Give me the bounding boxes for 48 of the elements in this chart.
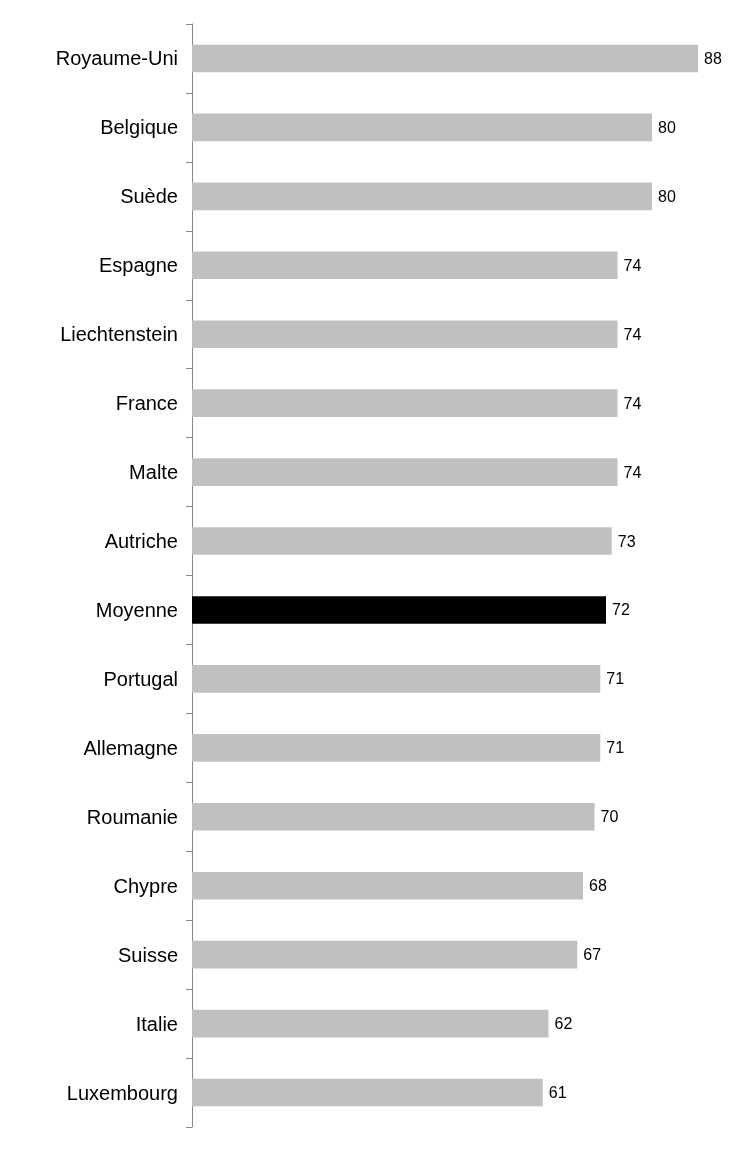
y-tick-label: Belgique — [100, 116, 178, 139]
y-tick-label: Liechtenstein — [60, 323, 178, 346]
bar — [192, 596, 606, 624]
bar — [192, 1009, 549, 1038]
data-label: 80 — [658, 187, 676, 205]
data-label: 73 — [617, 532, 636, 550]
y-tick-label: Espagne — [99, 254, 178, 277]
y-tick-label: Allemagne — [83, 736, 178, 759]
y-tick-label: Moyenne — [95, 598, 178, 621]
bar — [192, 1078, 543, 1107]
data-label: 74 — [623, 256, 642, 274]
bar — [192, 389, 618, 417]
bar — [192, 527, 612, 555]
bar — [192, 182, 652, 211]
data-label: 74 — [623, 325, 642, 343]
y-tick-label: Roumanie — [86, 805, 178, 828]
y-tick-label: Autriche — [104, 530, 178, 553]
data-label: 62 — [554, 1015, 573, 1033]
y-tick-label: Chypre — [113, 874, 178, 897]
data-label: 74 — [623, 463, 642, 481]
y-tick-label: Royaume-Uni — [55, 47, 178, 70]
data-label: 70 — [600, 808, 619, 826]
y-tick-label: Malte — [129, 461, 178, 484]
y-tick-label: France — [115, 392, 178, 415]
bar — [192, 320, 618, 349]
data-label: 67 — [583, 946, 602, 964]
data-label: 68 — [589, 877, 607, 895]
y-tick-label: Luxembourg — [66, 1081, 178, 1104]
bar — [192, 665, 601, 693]
bar — [192, 44, 698, 73]
bar — [192, 458, 618, 486]
data-label: 74 — [623, 394, 642, 412]
bar — [192, 734, 601, 762]
bar — [192, 940, 578, 969]
bar — [192, 113, 652, 142]
data-label: 88 — [704, 49, 722, 67]
y-tick-label: Italie — [135, 1012, 178, 1035]
data-label: 80 — [658, 118, 676, 136]
y-tick-label: Suisse — [117, 943, 178, 966]
bar — [192, 251, 618, 280]
data-label: 72 — [612, 601, 630, 619]
data-label: 61 — [548, 1084, 567, 1102]
y-tick-label: Suède — [120, 185, 178, 208]
data-label: 71 — [606, 670, 625, 688]
bar — [192, 871, 583, 900]
bar — [192, 802, 595, 831]
y-tick-label: Portugal — [103, 667, 178, 690]
data-label: 71 — [606, 739, 625, 757]
